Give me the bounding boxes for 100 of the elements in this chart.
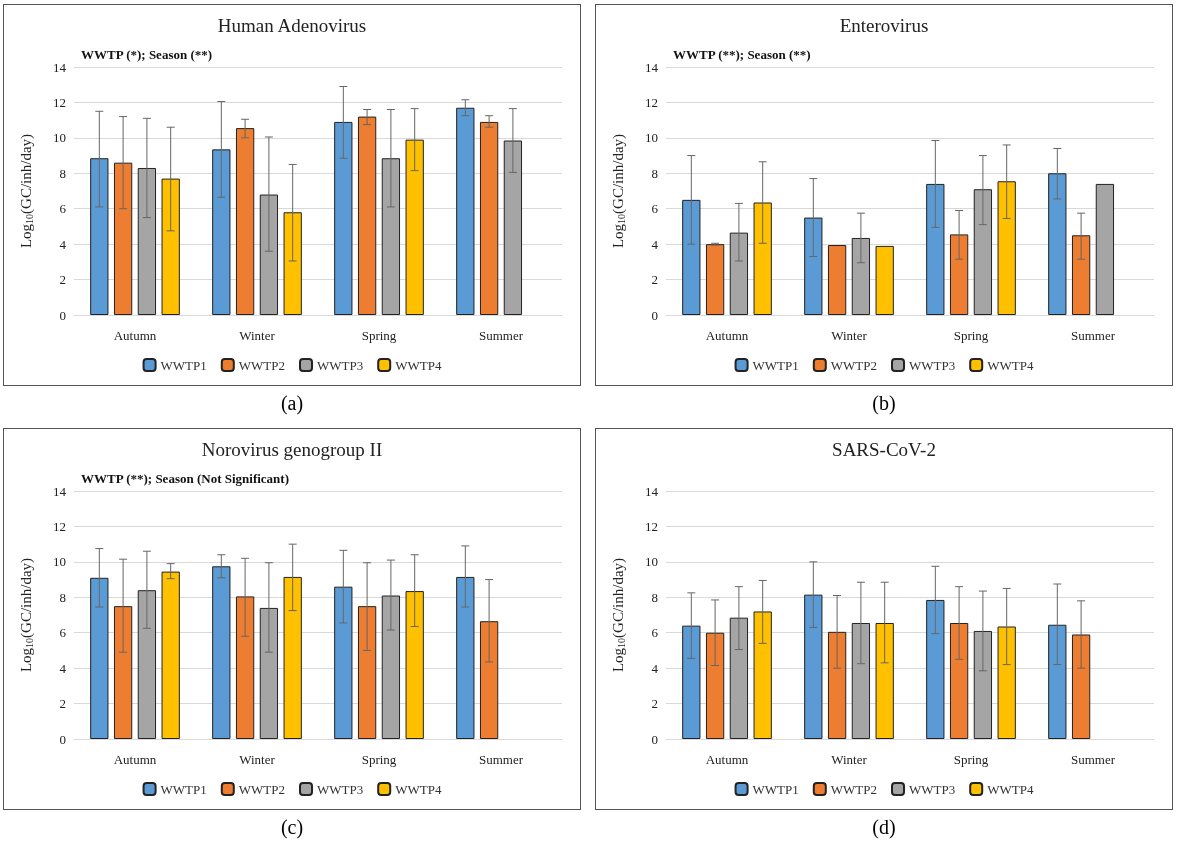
bar	[456, 576, 475, 739]
y-tick-label: 14	[53, 483, 67, 499]
x-tick-label: Winter	[239, 328, 276, 343]
bar	[973, 189, 993, 315]
bar	[804, 217, 823, 315]
chart-subtitle: WWTP (**); Season (Not Significant)	[81, 471, 289, 486]
y-tick-label: 12	[645, 94, 658, 110]
y-tick-label: 12	[53, 518, 66, 534]
bar	[804, 594, 823, 739]
y-tick-label: 8	[651, 589, 658, 605]
y-tick-label: 0	[59, 307, 66, 323]
bar	[212, 149, 231, 315]
bar	[357, 116, 377, 315]
y-tick-label: 10	[53, 554, 66, 570]
bar	[456, 107, 475, 315]
x-tick-label: Winter	[831, 752, 868, 767]
x-tick-label: Spring	[953, 328, 989, 343]
bar	[161, 178, 180, 315]
bar	[973, 630, 993, 739]
bar	[283, 212, 302, 315]
x-tick-label: Spring	[361, 752, 397, 767]
chart-subtitle: WWTP (**); Season (**)	[673, 47, 811, 62]
legend-label: WWTP2	[238, 781, 286, 797]
y-tick-label: 0	[651, 731, 658, 747]
legend-label: WWTP4	[987, 357, 1034, 373]
legend-label: WWTP2	[830, 357, 878, 373]
bar	[212, 566, 231, 739]
bar	[381, 595, 401, 739]
y-tick-label: 14	[645, 483, 659, 499]
y-tick-label: 4	[59, 660, 67, 676]
text: (b)	[872, 392, 896, 416]
legend-label: WWTP4	[395, 357, 442, 373]
bar	[137, 590, 157, 739]
y-tick-label: 0	[59, 731, 66, 747]
bar	[1071, 634, 1091, 739]
chart-title: SARS-CoV-2	[832, 439, 936, 460]
bar	[926, 599, 945, 739]
bar	[161, 571, 180, 739]
bar	[926, 183, 945, 315]
bar	[137, 167, 157, 315]
chart-subtitle: WWTP (*); Season (**)	[81, 47, 213, 62]
y-tick-label: 14	[645, 59, 659, 75]
x-tick-label: Winter	[239, 752, 276, 767]
bar	[235, 596, 255, 739]
legend-label: WWTP3	[317, 781, 364, 797]
bar	[479, 121, 499, 315]
bar	[405, 591, 424, 739]
bar	[235, 128, 255, 315]
chart-title: Enterovirus	[839, 15, 929, 36]
legend-label: WWTP4	[395, 781, 442, 797]
y-tick-label: 2	[59, 272, 66, 288]
y-tick-label: 4	[651, 236, 659, 252]
y-tick-label: 6	[59, 625, 67, 641]
y-tick-label: 2	[651, 696, 658, 712]
x-tick-label: Autumn	[113, 328, 157, 343]
x-tick-label: Autumn	[113, 752, 157, 767]
bar	[729, 617, 749, 739]
y-tick-label: 8	[59, 165, 66, 181]
chart-title: Human Adenovirus	[217, 15, 367, 36]
y-tick-label: 10	[645, 130, 658, 146]
bar	[875, 245, 894, 315]
bar	[1048, 173, 1067, 315]
y-tick-label: 14	[53, 59, 67, 75]
bar	[503, 140, 523, 315]
y-tick-label: 2	[59, 696, 66, 712]
bar	[851, 237, 871, 315]
legend-label: WWTP3	[909, 781, 956, 797]
bar	[997, 626, 1016, 739]
bar	[682, 199, 701, 315]
legend-label: WWTP2	[238, 357, 286, 373]
y-tick-label: 4	[59, 236, 67, 252]
x-tick-label: Autumn	[705, 328, 749, 343]
bar	[259, 607, 279, 739]
x-tick-label: Winter	[831, 328, 868, 343]
y-tick-label: 6	[651, 201, 659, 217]
bar	[357, 606, 377, 739]
bar	[283, 576, 302, 739]
bar	[405, 139, 424, 315]
bar	[90, 158, 109, 315]
legend-label: WWTP1	[752, 357, 799, 373]
y-tick-label: 6	[651, 625, 659, 641]
chart-title: Norovirus genogroup II	[201, 439, 383, 460]
y-tick-label: 2	[651, 272, 658, 288]
legend-label: WWTP4	[987, 781, 1034, 797]
x-tick-label: Spring	[953, 752, 989, 767]
legend-label: WWTP3	[909, 357, 956, 373]
bar	[682, 625, 701, 739]
bar	[113, 606, 133, 739]
text: (c)	[280, 816, 304, 841]
legend-label: WWTP1	[752, 781, 799, 797]
x-tick-label: Spring	[361, 328, 397, 343]
bar	[705, 244, 725, 315]
bar	[875, 622, 894, 739]
bar	[827, 245, 847, 315]
x-tick-label: Summer	[1070, 328, 1116, 343]
bar	[851, 622, 871, 739]
bar	[729, 232, 749, 315]
text: (a)	[280, 392, 304, 417]
y-tick-label: 10	[645, 554, 658, 570]
bar	[827, 631, 847, 739]
